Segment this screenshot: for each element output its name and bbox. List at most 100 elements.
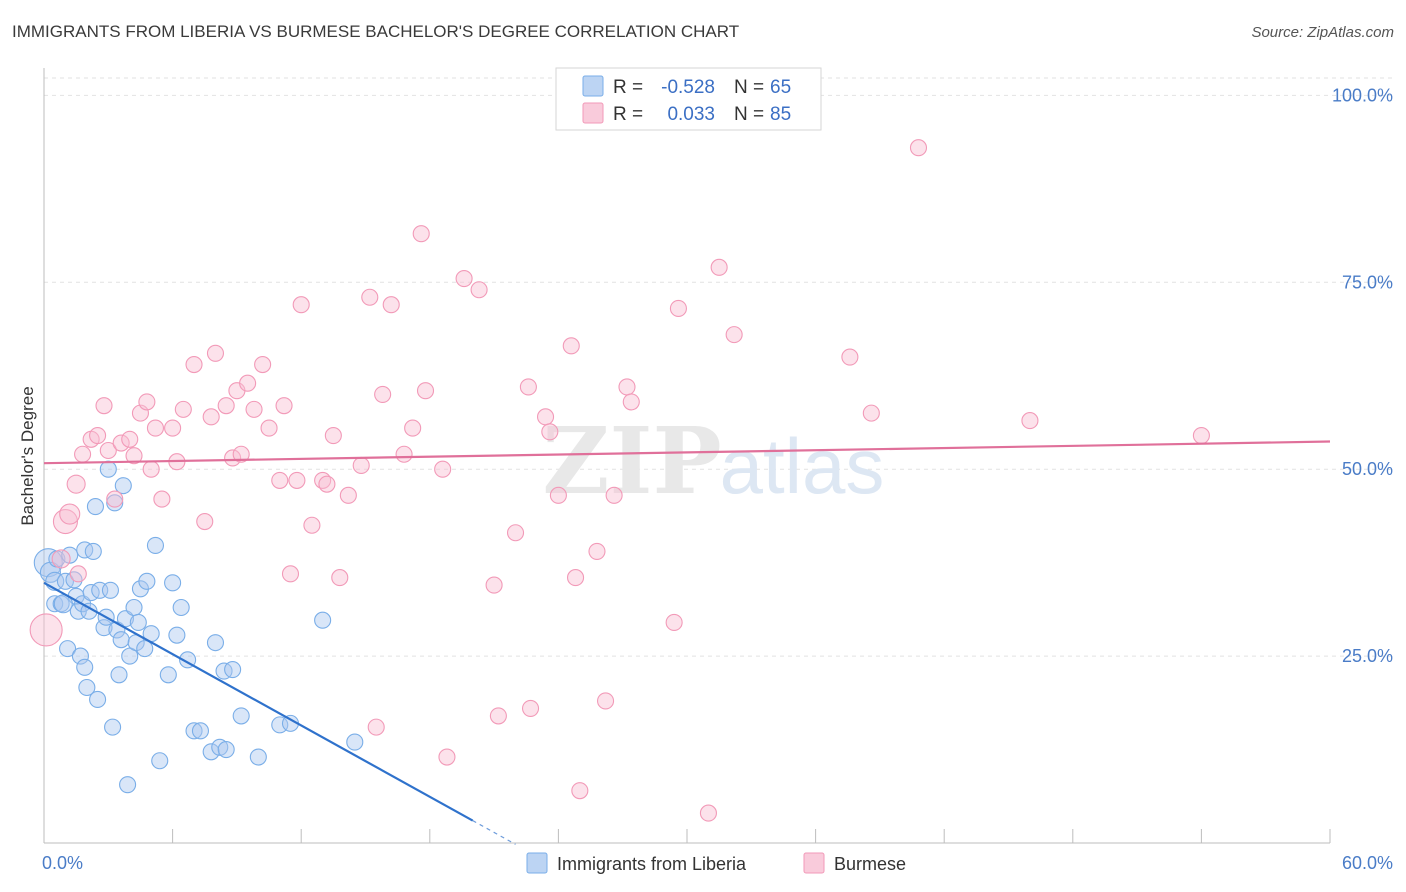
liberia-point-5 xyxy=(52,595,70,613)
burmese-point-80 xyxy=(841,348,859,366)
liberia-point-55 xyxy=(217,740,235,759)
gridlines xyxy=(44,77,1392,657)
liberia-point-33 xyxy=(119,776,137,794)
liberia-point-43 xyxy=(151,752,169,770)
burmese-point-30 xyxy=(232,445,250,463)
burmese-point-40 xyxy=(303,516,321,534)
liberia-point-14 xyxy=(76,541,94,559)
burmese-point-11 xyxy=(106,490,124,508)
axes xyxy=(43,68,1331,844)
legend-n-label-burmese: N = xyxy=(734,104,764,125)
legend-r-value-liberia: -0.528 xyxy=(661,77,715,98)
burmese-point-3 xyxy=(59,503,81,525)
x-tick-label-0: 0.0% xyxy=(42,853,83,873)
burmese-point-32 xyxy=(245,400,263,418)
burmese-point-6 xyxy=(74,445,92,463)
burmese-point-38 xyxy=(288,471,306,489)
liberia-trend-line xyxy=(43,581,474,822)
bottom-legend-label-liberia: Immigrants from Liberia xyxy=(557,854,747,874)
burmese-point-16 xyxy=(138,393,156,411)
burmese-point-75 xyxy=(665,613,683,632)
liberia-point-31 xyxy=(114,477,132,495)
burmese-point-81 xyxy=(862,404,880,422)
burmese-point-28 xyxy=(224,449,242,467)
burmese-point-61 xyxy=(506,524,525,542)
burmese-point-10 xyxy=(99,441,117,460)
y-tick-labels: 25.0% 50.0% 75.0% 100.0% xyxy=(1332,85,1393,666)
liberia-point-18 xyxy=(84,542,102,560)
x-tick-labels: 0.0% 60.0% xyxy=(42,853,1393,873)
burmese-point-74 xyxy=(622,393,640,411)
y-tick-label-2: 75.0% xyxy=(1342,272,1393,292)
burmese-point-70 xyxy=(588,542,606,560)
y-tick-label-3: 100.0% xyxy=(1332,85,1393,105)
burmese-point-69 xyxy=(571,782,589,800)
y-tick-label-0: 25.0% xyxy=(1342,646,1393,666)
bottom-legend-swatch-liberia xyxy=(526,852,548,874)
burmese-point-65 xyxy=(541,423,559,441)
burmese-point-1 xyxy=(51,549,71,569)
burmese-point-4 xyxy=(66,474,86,494)
liberia-point-57 xyxy=(232,707,250,725)
burmese-point-12 xyxy=(112,434,130,452)
liberia-point-19 xyxy=(86,498,104,516)
watermark-atlas: atlas xyxy=(720,422,885,510)
burmese-point-34 xyxy=(260,419,278,437)
liberia-point-20 xyxy=(89,690,107,709)
liberia-point-53 xyxy=(211,738,229,756)
burmese-point-45 xyxy=(339,486,357,504)
burmese-point-82 xyxy=(909,139,928,157)
chart-source: Source: ZipAtlas.com xyxy=(1251,24,1394,41)
burmese-point-63 xyxy=(521,699,540,717)
burmese-point-78 xyxy=(710,258,728,276)
burmese-point-60 xyxy=(489,707,507,725)
liberia-point-7 xyxy=(59,640,77,658)
burmese-point-36 xyxy=(275,397,293,415)
legend-swatch-burmese xyxy=(582,102,604,124)
liberia-point-12 xyxy=(71,647,89,665)
burmese-point-25 xyxy=(202,408,220,426)
liberia-point-25 xyxy=(101,581,119,599)
burmese-point-5 xyxy=(69,565,87,583)
burmese-point-44 xyxy=(331,569,349,587)
liberia-point-35 xyxy=(125,598,143,617)
y-tick-label-1: 50.0% xyxy=(1342,459,1393,479)
y-axis-title: Bachelor's Degree xyxy=(18,386,37,525)
liberia-point-59 xyxy=(271,716,289,734)
bottom-legend: Immigrants from Liberia Burmese xyxy=(526,852,906,874)
liberia-point-24 xyxy=(99,460,117,478)
burmese-point-13 xyxy=(121,430,139,448)
data-points xyxy=(29,139,1210,822)
burmese-point-67 xyxy=(562,337,580,355)
burmese-point-27 xyxy=(217,397,235,415)
bottom-legend-swatch-burmese xyxy=(803,852,825,874)
bottom-legend-label-burmese: Burmese xyxy=(834,854,906,874)
burmese-point-64 xyxy=(536,408,555,426)
burmese-point-58 xyxy=(470,281,488,299)
liberia-point-58 xyxy=(249,748,267,766)
liberia-point-27 xyxy=(106,494,124,512)
burmese-point-8 xyxy=(89,426,107,445)
legend-r-label-burmese: R = xyxy=(613,104,643,125)
chart-title: IMMIGRANTS FROM LIBERIA VS BURMESE BACHE… xyxy=(12,22,740,41)
liberia-point-47 xyxy=(172,598,190,617)
burmese-point-68 xyxy=(566,569,585,587)
legend-swatch-liberia xyxy=(582,75,604,97)
burmese-point-48 xyxy=(367,718,385,736)
burmese-point-51 xyxy=(395,445,413,463)
legend-r-label-liberia: R = xyxy=(613,77,643,98)
burmese-point-18 xyxy=(146,419,165,437)
liberia-point-6 xyxy=(56,572,74,590)
liberia-trend-extension xyxy=(472,820,516,845)
burmese-point-79 xyxy=(725,326,743,344)
trend-lines xyxy=(43,440,1331,845)
burmese-point-52 xyxy=(404,419,422,437)
liberia-point-49 xyxy=(185,722,203,740)
liberia-point-56 xyxy=(224,661,242,679)
burmese-point-0 xyxy=(29,613,63,647)
watermark-zip: ZIP xyxy=(542,407,721,515)
liberia-point-46 xyxy=(168,626,186,644)
liberia-point-40 xyxy=(138,572,156,590)
burmese-point-71 xyxy=(597,692,615,710)
